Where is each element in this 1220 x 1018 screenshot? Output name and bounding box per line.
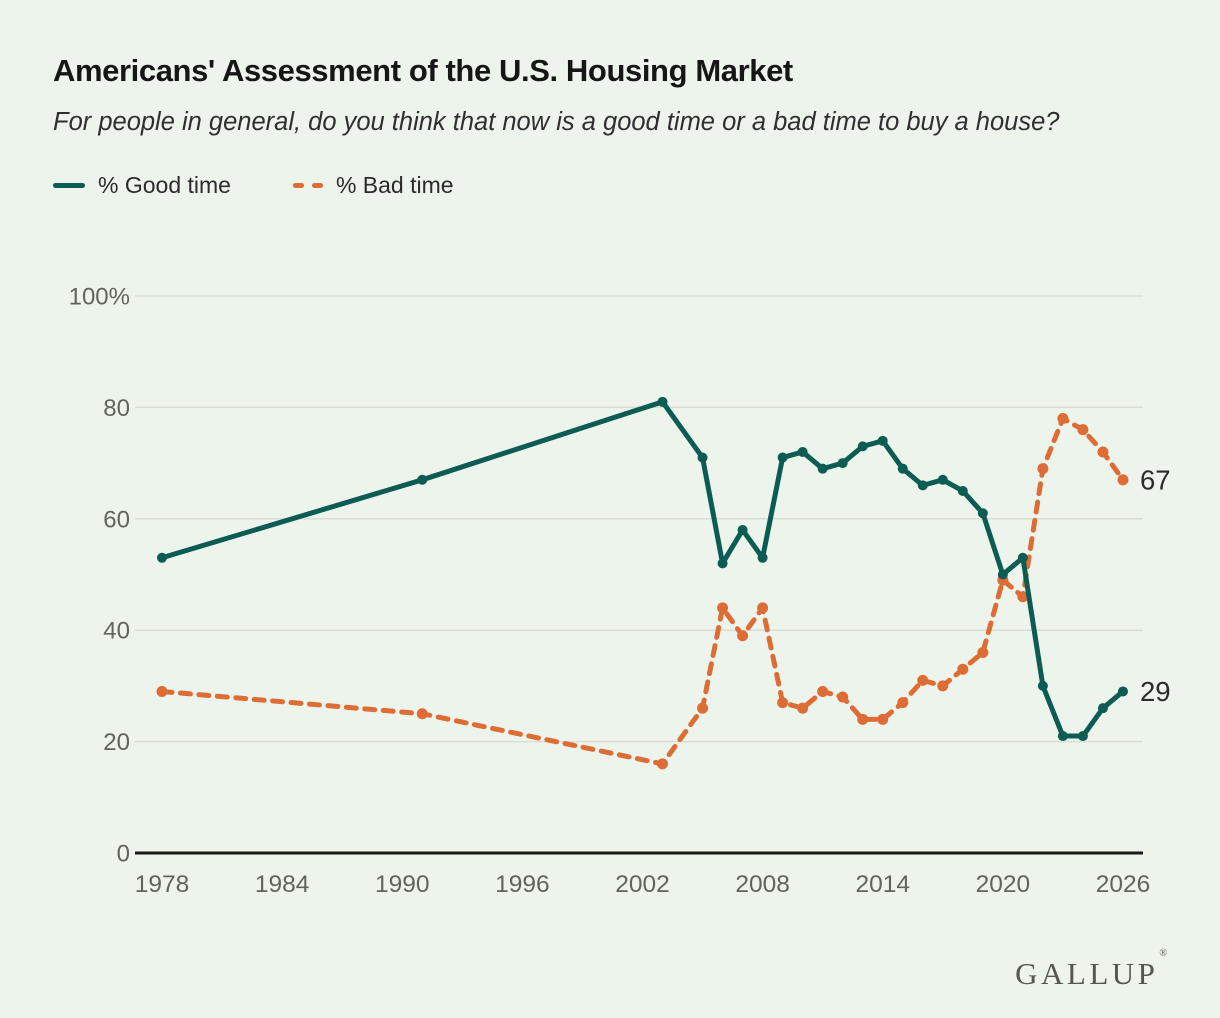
data-point-marker bbox=[917, 480, 928, 491]
data-point-marker bbox=[717, 602, 729, 614]
legend-label-good-time: % Good time bbox=[98, 172, 231, 198]
data-point-marker bbox=[1077, 424, 1089, 436]
y-axis-tick-label: 40 bbox=[103, 618, 130, 645]
data-point-marker bbox=[1017, 552, 1028, 563]
data-point-marker bbox=[1037, 680, 1048, 691]
x-axis-labels: 1978 1984 1990 1996 2002 2008 2014 2020 2026 bbox=[135, 871, 1150, 898]
chart-header: Americans' Assessment of the U.S. Housin… bbox=[0, 0, 1220, 142]
data-point-marker bbox=[1097, 703, 1108, 714]
data-point-marker bbox=[897, 697, 909, 709]
data-point-marker bbox=[1077, 731, 1088, 742]
x-axis-tick-label: 2026 bbox=[1096, 871, 1151, 898]
data-point-marker bbox=[857, 441, 868, 452]
data-point-marker bbox=[757, 552, 768, 563]
data-point-marker bbox=[877, 713, 889, 725]
y-axis-tick-label: 60 bbox=[103, 506, 130, 533]
data-point-marker bbox=[797, 446, 808, 457]
good-time-series: 29 bbox=[157, 396, 1171, 742]
data-point-marker bbox=[717, 558, 728, 569]
data-point-marker bbox=[757, 602, 769, 614]
bad-time-line bbox=[159, 416, 1126, 767]
chart-legend: % Good time % Bad time bbox=[53, 172, 1220, 199]
data-point-marker bbox=[1057, 413, 1069, 425]
gallup-logo: GALLUP® bbox=[1015, 948, 1167, 992]
data-point-marker bbox=[837, 691, 849, 703]
x-axis-tick-label: 2008 bbox=[735, 871, 790, 898]
data-point-marker bbox=[1097, 446, 1109, 458]
data-point-marker bbox=[937, 680, 949, 692]
data-point-marker bbox=[697, 702, 709, 714]
data-point-marker bbox=[1057, 731, 1068, 742]
data-point-marker bbox=[1017, 591, 1029, 603]
data-point-marker bbox=[917, 674, 929, 686]
data-point-marker bbox=[417, 474, 428, 485]
chart-subtitle: For people in general, do you think that… bbox=[53, 108, 1060, 136]
x-axis-tick-label: 1984 bbox=[255, 871, 310, 898]
x-axis-tick-label: 1978 bbox=[135, 871, 190, 898]
legend-item-bad-time: % Bad time bbox=[292, 172, 454, 199]
registered-trademark-icon: ® bbox=[1159, 948, 1167, 959]
data-point-marker bbox=[957, 663, 969, 675]
data-point-marker bbox=[737, 630, 749, 642]
data-point-marker bbox=[1117, 474, 1129, 486]
y-axis-tick-label: 100% bbox=[69, 284, 130, 311]
data-point-marker bbox=[997, 569, 1008, 580]
good-time-line bbox=[159, 399, 1126, 739]
data-point-marker bbox=[817, 685, 829, 697]
data-point-marker bbox=[157, 552, 167, 563]
y-axis-tick-label: 20 bbox=[103, 729, 130, 756]
data-point-marker bbox=[837, 458, 848, 469]
y-axis-labels: 100% 80 60 40 20 0 bbox=[69, 284, 130, 868]
x-axis-tick-label: 1996 bbox=[495, 871, 550, 898]
data-point-marker bbox=[697, 452, 708, 463]
data-point-marker bbox=[877, 435, 888, 446]
data-point-marker bbox=[156, 685, 168, 697]
x-axis-tick-label: 2002 bbox=[615, 871, 670, 898]
data-point-marker bbox=[977, 508, 988, 519]
bad-line-swatch-icon bbox=[292, 183, 323, 188]
data-point-marker bbox=[857, 713, 869, 725]
x-axis-tick-label: 2020 bbox=[976, 871, 1031, 898]
y-axis-tick-label: 0 bbox=[117, 841, 130, 868]
data-point-marker bbox=[797, 702, 809, 714]
x-axis-tick-label: 2014 bbox=[855, 871, 910, 898]
chart-title: Americans' Assessment of the U.S. Housin… bbox=[53, 53, 793, 88]
data-point-marker bbox=[1037, 463, 1049, 475]
gridlines bbox=[135, 295, 1143, 855]
data-point-marker bbox=[657, 758, 668, 770]
data-point-marker bbox=[777, 697, 789, 709]
x-axis-tick-label: 1990 bbox=[375, 871, 430, 898]
data-point-marker bbox=[977, 646, 989, 658]
y-axis-tick-label: 80 bbox=[103, 395, 130, 422]
bad-end-value-label: 67 bbox=[1140, 464, 1171, 495]
good-end-value-label: 29 bbox=[1140, 676, 1171, 707]
legend-label-bad-time: % Bad time bbox=[335, 172, 454, 198]
gallup-logo-text: GALLUP bbox=[1015, 956, 1159, 991]
data-point-marker bbox=[737, 524, 748, 535]
data-point-marker bbox=[657, 396, 668, 407]
data-point-marker bbox=[937, 474, 948, 485]
data-point-marker bbox=[777, 452, 788, 463]
data-point-marker bbox=[817, 463, 828, 474]
data-point-marker bbox=[897, 463, 908, 474]
bad-time-series: 67 bbox=[156, 413, 1171, 770]
good-line-swatch-icon bbox=[53, 183, 85, 188]
data-point-marker bbox=[957, 485, 968, 496]
data-point-marker bbox=[416, 708, 428, 720]
data-point-marker bbox=[1117, 686, 1128, 697]
legend-item-good-time: % Good time bbox=[53, 172, 231, 199]
